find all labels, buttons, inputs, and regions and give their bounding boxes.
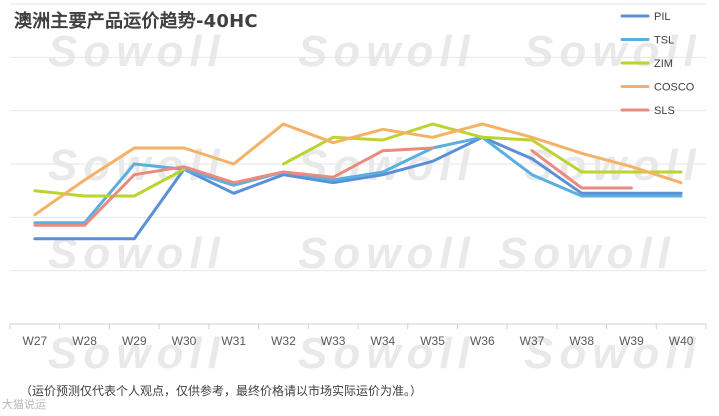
legend: PIL TSL ZIM COSCO SLS xyxy=(620,11,695,117)
disclaimer-note: （运价预测仅代表个人观点，仅供参考，最终价格请以市场实际运价为准。） xyxy=(20,384,423,398)
watermark-text: Sowoll xyxy=(298,329,476,378)
series-line-sls xyxy=(530,149,633,190)
legend-label-cosco: COSCO xyxy=(654,82,695,94)
x-tick-label: W29 xyxy=(122,334,147,348)
watermark-text: Sowoll xyxy=(298,229,476,278)
x-tick-label: W36 xyxy=(470,334,495,348)
watermark-text: Sowoll xyxy=(298,27,476,76)
watermark-text: Sowoll xyxy=(48,329,226,378)
legend-label-tsl: TSL xyxy=(654,35,674,47)
watermark-layer: Sowoll Sowoll Sowoll Sowoll Sowoll Sowoll Sowo… xyxy=(48,27,702,378)
x-tick-label: W30 xyxy=(172,334,197,348)
x-tick-label: W40 xyxy=(669,334,694,348)
x-tick-label: W39 xyxy=(619,334,644,348)
series-line-tsl xyxy=(33,135,683,225)
watermark-text: Sowoll xyxy=(524,329,702,378)
series-line-sls xyxy=(33,146,435,227)
series-lines xyxy=(33,122,683,241)
x-tick-label: W35 xyxy=(420,334,445,348)
legend-label-zim: ZIM xyxy=(654,58,673,70)
watermark-text: Sowoll xyxy=(524,27,702,76)
x-tick-label: W33 xyxy=(321,334,346,348)
x-axis: W27 W28 W29 W30 W31 W32 W33 W34 W35 W36 W37 W38 W39 W… xyxy=(9,323,707,348)
legend-label-pil: PIL xyxy=(654,11,671,23)
x-tick-label: W37 xyxy=(520,334,545,348)
series-line-zim xyxy=(33,167,186,198)
watermark-text: Sowoll xyxy=(48,27,226,76)
x-tick-label: W28 xyxy=(72,334,97,348)
corner-watermark: 大猫说运 xyxy=(2,398,46,411)
x-tick-label: W31 xyxy=(221,334,246,348)
series-line-cosco xyxy=(33,122,683,217)
legend-label-sls: SLS xyxy=(654,105,675,117)
x-tick-label: W38 xyxy=(569,334,594,348)
x-tick-label: W32 xyxy=(271,334,296,348)
x-tick-label: W34 xyxy=(371,334,396,348)
x-tick-label: W27 xyxy=(23,334,48,348)
watermark-text: Sowoll xyxy=(498,229,676,278)
grid-lines xyxy=(10,3,706,272)
series-line-pil xyxy=(33,135,683,241)
chart-title: 澳洲主要产品运价趋势-40HC xyxy=(14,11,258,32)
